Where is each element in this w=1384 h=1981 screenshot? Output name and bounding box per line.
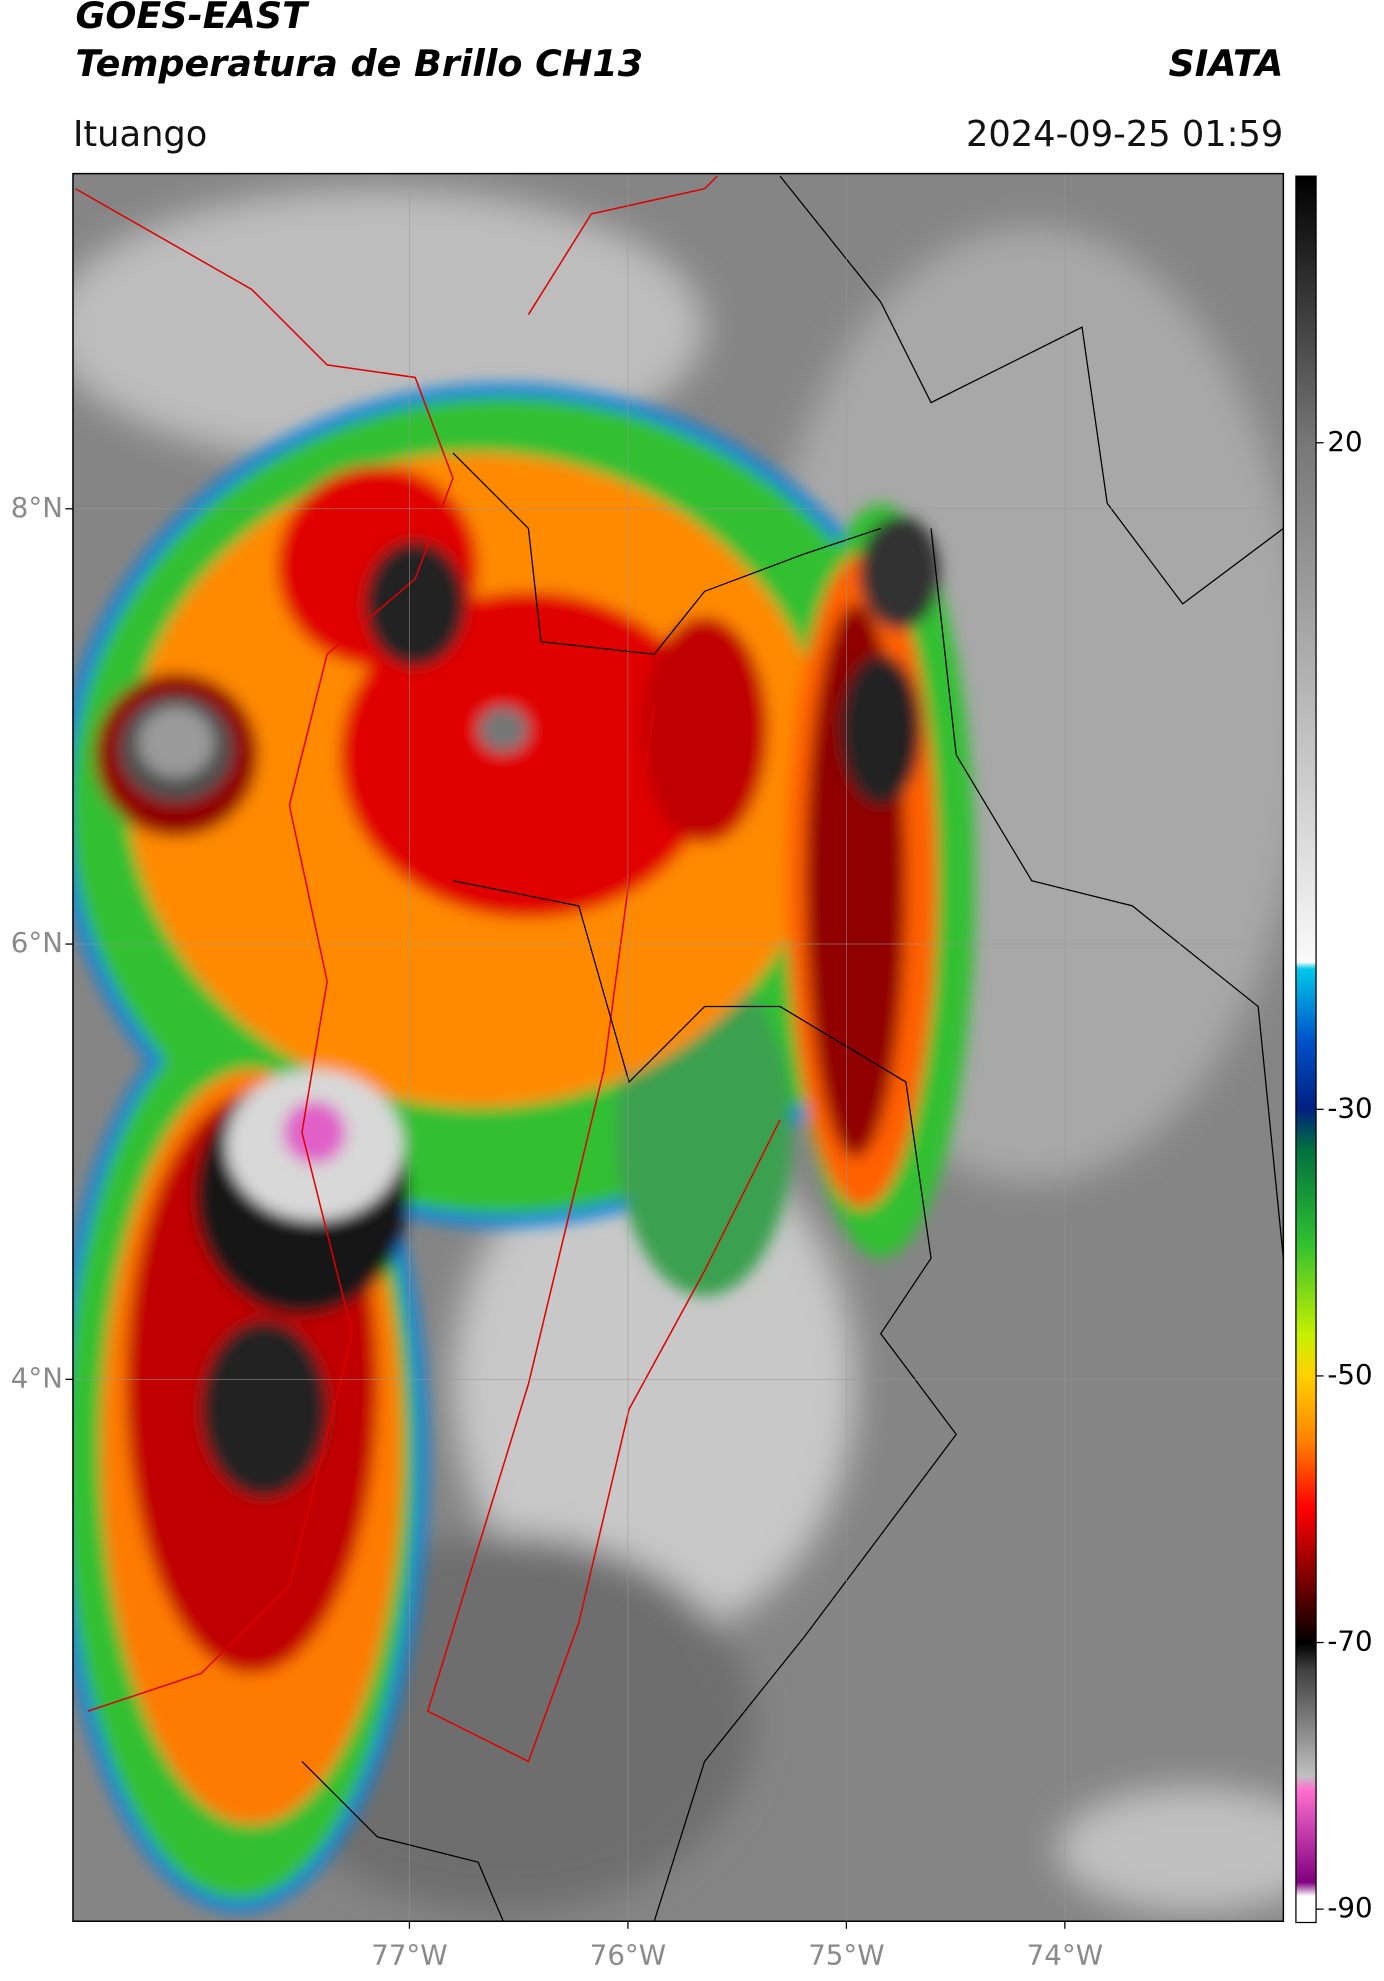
colorbar-tick-label: -90 — [1327, 1891, 1372, 1924]
colorbar-tick-label: -30 — [1327, 1091, 1372, 1124]
colorbar-tick-label: 20 — [1327, 425, 1362, 458]
region: Ituango — [73, 114, 207, 155]
colorbar-tick-label: -50 — [1327, 1358, 1372, 1391]
datetime: 2024-09-25 01:59 — [966, 114, 1283, 155]
satellite-image — [72, 173, 1284, 1922]
map-frame — [72, 172, 1285, 1922]
subtitle: Temperatura de Brillo CH13 — [75, 42, 643, 85]
x-tick-label: 76°W — [590, 1938, 666, 1971]
y-tick-label: 4°N — [11, 1361, 63, 1394]
y-tick-label: 8°N — [11, 491, 63, 524]
y-tick-label: 6°N — [11, 926, 63, 959]
colorbar — [1295, 175, 1317, 1924]
x-tick-label: 75°W — [808, 1938, 884, 1971]
x-tick-label: 77°W — [371, 1938, 447, 1971]
brand: SIATA — [1168, 42, 1283, 85]
grid — [72, 173, 1284, 1922]
x-tick-label: 74°W — [1027, 1938, 1103, 1971]
title: GOES-EAST — [75, 0, 310, 37]
colorbar-tick-label: -70 — [1327, 1625, 1372, 1658]
